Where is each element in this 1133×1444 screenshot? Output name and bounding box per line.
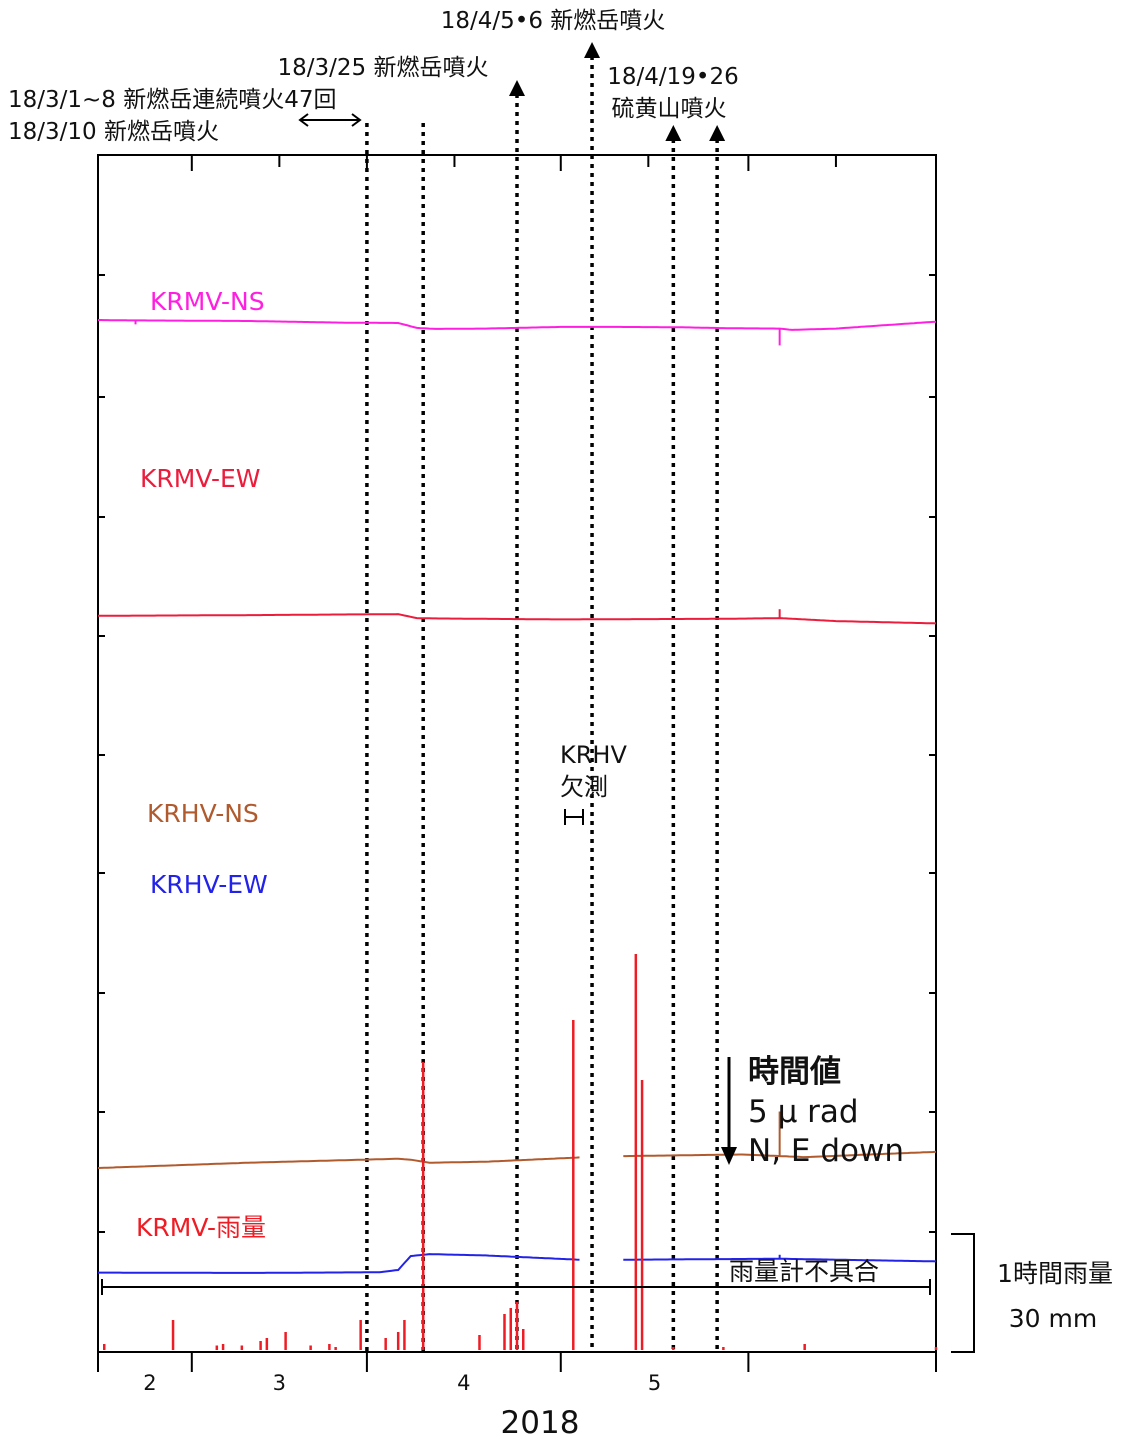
rain-gauge-malfunction-span bbox=[101, 1279, 931, 1295]
series-line-krmv-ns bbox=[98, 319, 937, 331]
eruption-arrow-2018-04-26 bbox=[709, 125, 726, 141]
frame-ticks bbox=[98, 155, 936, 1233]
event-label-ioyama: 硫黄山噴火 bbox=[612, 96, 727, 122]
x-axis-title: 2018 bbox=[501, 1405, 580, 1441]
scale-bar-direction: N, E down bbox=[748, 1133, 904, 1169]
event-label-apr5-6: 18/4/5•6 新燃岳噴火 bbox=[441, 8, 666, 34]
rain-scale-bracket bbox=[951, 1233, 975, 1353]
rain-scale-unit: 1時間雨量 bbox=[997, 1259, 1113, 1288]
rain-bars bbox=[103, 954, 938, 1350]
month-label-4: 4 bbox=[457, 1371, 470, 1395]
series-label-krhv-ew: KRHV-EW bbox=[150, 870, 268, 899]
series-label-krmv-ew: KRMV-EW bbox=[140, 464, 261, 493]
continuous-eruption-span-arrow bbox=[298, 113, 362, 127]
month-label-3: 3 bbox=[273, 1371, 286, 1395]
scale-bar-hourly: 時間値 bbox=[748, 1054, 841, 1090]
rain-scale-value: 30 mm bbox=[1009, 1304, 1097, 1333]
series-label-krhv-ns: KRHV-NS bbox=[147, 799, 259, 828]
scale-bar-arrow bbox=[721, 1057, 737, 1165]
event-label-mar25: 18/3/25 新燃岳噴火 bbox=[278, 55, 489, 81]
series-label-krmv-ns: KRMV-NS bbox=[150, 287, 265, 316]
gap-span-marker bbox=[564, 809, 584, 825]
eruption-arrow-2018-04-19 bbox=[665, 125, 682, 141]
month-label-5: 5 bbox=[648, 1371, 661, 1395]
series-lines bbox=[97, 319, 937, 1274]
gap-label-missing: 欠測 bbox=[560, 773, 608, 801]
eruption-arrow-2018-04-06 bbox=[584, 42, 601, 58]
event-label-mar1-8: 18/3/1~8 新燃岳連続噴火47回 bbox=[8, 87, 337, 113]
gap-label-krhv: KRHV bbox=[560, 741, 627, 769]
series-line-krhv-ns bbox=[97, 1150, 937, 1169]
plot-frame bbox=[97, 154, 937, 1353]
rain-gauge-malfunction-label: 雨量計不具合 bbox=[729, 1257, 879, 1286]
series-label-krmv-rain: KRMV-雨量 bbox=[136, 1213, 266, 1242]
scale-bar-amount: 5 μ rad bbox=[748, 1094, 859, 1130]
eruption-arrow-2018-03-25 bbox=[509, 80, 525, 96]
event-lines bbox=[365, 42, 726, 1352]
month-label-2: 2 bbox=[143, 1371, 156, 1395]
event-label-apr19-26: 18/4/19•26 bbox=[607, 64, 739, 90]
event-label-mar10: 18/3/10 新燃岳噴火 bbox=[8, 119, 219, 145]
series-line-krmv-ew bbox=[98, 613, 937, 625]
